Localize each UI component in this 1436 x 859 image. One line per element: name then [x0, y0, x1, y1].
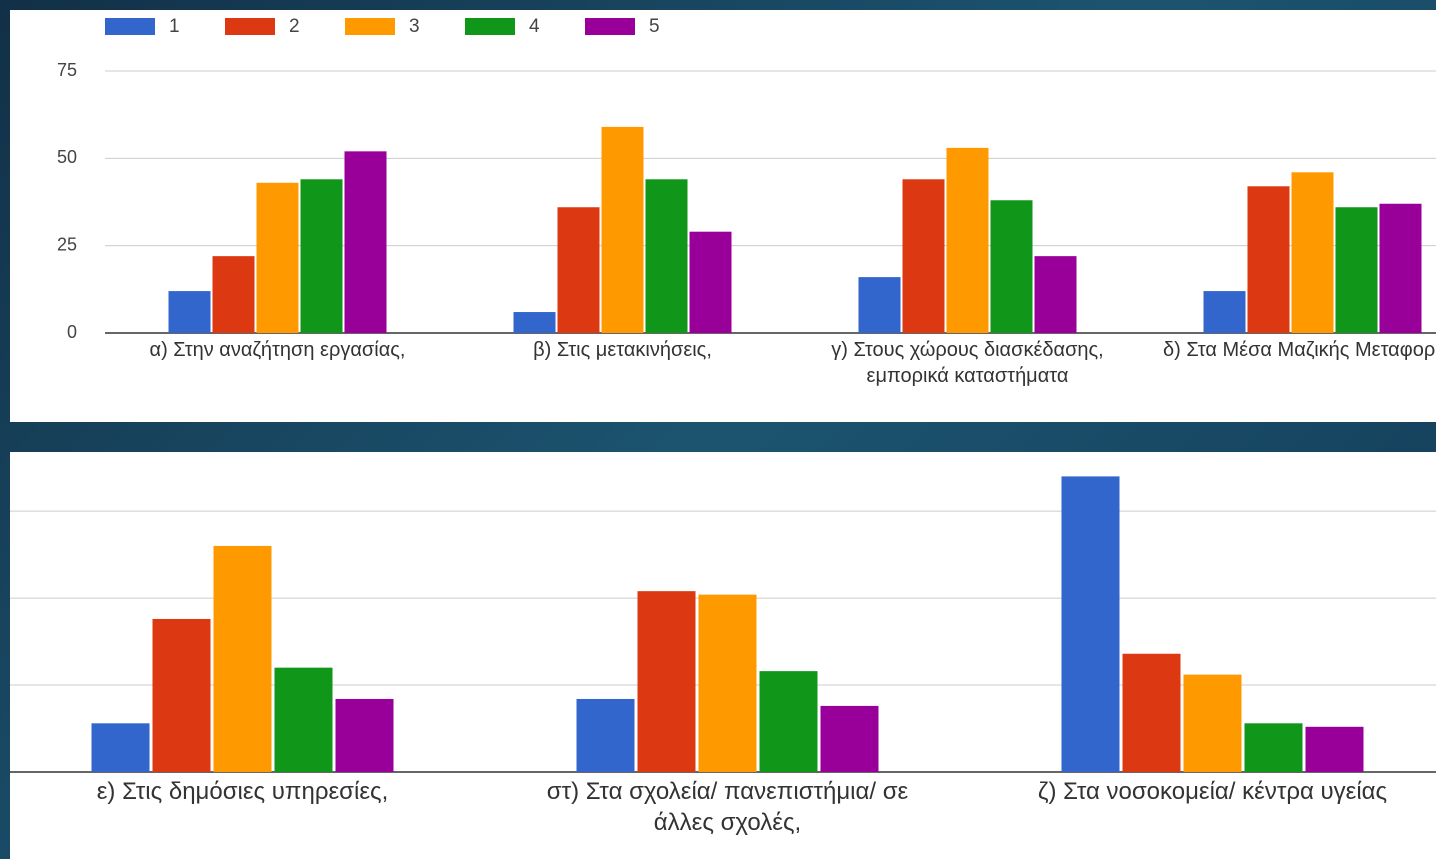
- bar: [1305, 726, 1364, 772]
- bar: [1122, 653, 1181, 772]
- bar: [152, 618, 211, 772]
- bar: [213, 545, 272, 772]
- legend-label: 1: [169, 16, 180, 37]
- bar: [212, 256, 255, 333]
- x-tick-label: β) Στις μετακινήσεις,: [533, 339, 712, 361]
- bar: [946, 147, 989, 333]
- bar: [513, 312, 556, 333]
- chart-panel: 0 25 50 75 1 2 3 4 5 α) Στην αναζήτηση εργασίας, β…: [10, 10, 1436, 422]
- chart: 0 25 50 75 1 2 3 4 5: [57, 16, 1436, 342]
- bar: [902, 179, 945, 333]
- bar: [335, 698, 394, 772]
- bar: [1203, 291, 1246, 333]
- y-tick-label: 25: [57, 234, 77, 254]
- x-tick-label: ε) Στις δημόσιες υπηρεσίες,: [96, 778, 389, 805]
- bar: [256, 182, 299, 333]
- bar: [344, 151, 387, 333]
- bar: [1034, 256, 1077, 333]
- legend-label: 4: [529, 16, 540, 37]
- bar: [645, 179, 688, 333]
- bar: [637, 591, 696, 772]
- bar: [689, 231, 732, 333]
- legend-swatch: [585, 18, 635, 35]
- bar: [300, 179, 343, 333]
- x-tick-label: στ) Στα σχολεία/ πανεπιστήμια/ σε άλλες …: [546, 778, 909, 837]
- legend-swatch: [345, 18, 395, 35]
- bar: [576, 698, 635, 772]
- bar: [1183, 674, 1242, 772]
- chart: [10, 476, 1436, 773]
- legend-swatch: [225, 18, 275, 35]
- bar: [557, 207, 600, 333]
- bar: [91, 723, 150, 772]
- bar: [1244, 723, 1303, 772]
- bar: [168, 291, 211, 333]
- y-tick-label: 50: [57, 147, 77, 167]
- legend-label: 2: [289, 16, 300, 37]
- x-tick-label: ζ) Στα νοσοκομεία/ κέντρα υγείας: [1037, 778, 1388, 805]
- bar: [274, 667, 333, 772]
- bar: [1379, 203, 1422, 333]
- legend-label: 3: [409, 16, 420, 37]
- legend-label: 5: [649, 16, 660, 37]
- bar: [1061, 476, 1120, 772]
- legend-swatch: [465, 18, 515, 35]
- chart-panel: ε) Στις δημόσιες υπηρεσίες, στ) Στα σχολε…: [10, 452, 1436, 859]
- bar: [601, 126, 644, 333]
- y-tick-label: 75: [57, 60, 77, 80]
- bar: [820, 705, 879, 772]
- x-tick-label: γ) Στους χώρους διασκέδασης, εμπορικά κα…: [831, 339, 1104, 387]
- bar: [698, 594, 757, 772]
- x-tick-label: δ) Στα Μέσα Μαζικής Μεταφοράς,: [1163, 339, 1436, 361]
- bar: [990, 200, 1033, 333]
- bar: [1335, 207, 1378, 333]
- bar: [1291, 172, 1334, 333]
- legend-swatch: [105, 18, 155, 35]
- y-tick-label: 0: [67, 322, 77, 342]
- bar: [1247, 186, 1290, 333]
- bar: [858, 277, 901, 333]
- bar: [759, 671, 818, 772]
- x-tick-label: α) Στην αναζήτηση εργασίας,: [149, 339, 406, 361]
